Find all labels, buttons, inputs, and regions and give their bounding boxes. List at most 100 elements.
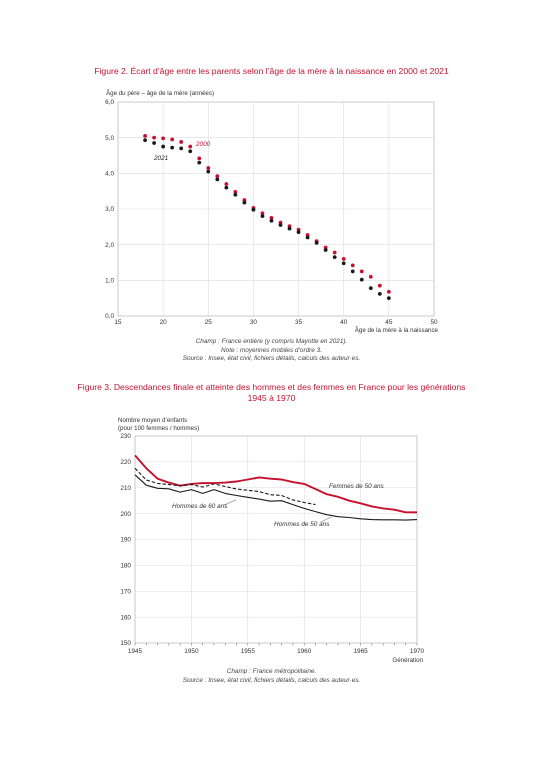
point-2021 bbox=[251, 207, 256, 212]
x-axis-label: Génération bbox=[392, 657, 423, 664]
figure3-title: Figure 3. Descendances finale et atteint… bbox=[0, 382, 543, 404]
point-2000 bbox=[350, 263, 355, 268]
point-2000 bbox=[170, 137, 175, 142]
point-2021 bbox=[170, 145, 175, 150]
y-axis-label: Âge du père – âge de la mère (années) bbox=[106, 90, 214, 97]
point-2021 bbox=[287, 226, 292, 231]
y-tick-label: 200 bbox=[120, 511, 131, 518]
y-tick-label: 6,0 bbox=[105, 99, 114, 106]
point-2021 bbox=[269, 218, 274, 223]
point-2021 bbox=[143, 138, 147, 143]
point-2000 bbox=[269, 216, 274, 220]
point-2000 bbox=[377, 283, 382, 288]
point-2021 bbox=[341, 261, 346, 266]
point-2000 bbox=[215, 174, 220, 179]
figure2-notes: Champ : France entière (y compris Mayott… bbox=[0, 338, 543, 364]
point-2021 bbox=[179, 146, 184, 151]
y-tick-label: 1,0 bbox=[105, 278, 114, 285]
point-2021 bbox=[278, 223, 283, 227]
y-tick-label: 0,0 bbox=[105, 313, 114, 320]
point-2021 bbox=[386, 296, 391, 301]
x-tick-label: 1965 bbox=[353, 648, 368, 655]
x-axis-label: Âge de la mère à la naissance bbox=[355, 327, 439, 334]
line-hommes-de-60-ans bbox=[134, 467, 316, 506]
x-tick-label: 1945 bbox=[128, 648, 143, 655]
point-2021 bbox=[206, 169, 211, 174]
leader-hommes-50 bbox=[320, 516, 332, 523]
point-2000 bbox=[206, 166, 211, 170]
point-2021 bbox=[260, 214, 265, 219]
x-tick-label: 50 bbox=[430, 319, 438, 326]
point-2021 bbox=[377, 291, 382, 296]
y-tick-label: 180 bbox=[120, 563, 131, 570]
plot-frame bbox=[117, 101, 435, 317]
figure2-note-scope: Champ : France entière (y compris Mayott… bbox=[195, 338, 348, 345]
point-2000 bbox=[260, 211, 265, 216]
plot-frame bbox=[134, 435, 418, 644]
x-tick-label: 40 bbox=[340, 319, 348, 326]
point-2021 bbox=[305, 235, 310, 240]
point-2000 bbox=[368, 274, 373, 279]
point-2000 bbox=[224, 182, 229, 186]
point-2000 bbox=[179, 140, 184, 144]
point-2021 bbox=[332, 255, 337, 260]
y-tick-label: 230 bbox=[120, 433, 131, 440]
point-2000 bbox=[341, 257, 346, 261]
point-2000 bbox=[188, 144, 193, 149]
y-axis-label-unit: (pour 100 femmes / hommes) bbox=[118, 425, 199, 432]
series-label-2000: 2000 bbox=[195, 141, 211, 148]
y-tick-label: 190 bbox=[120, 537, 131, 544]
point-2021 bbox=[359, 277, 364, 282]
figure2-note-source: Source : Insee, état civil, fichiers dét… bbox=[182, 355, 361, 362]
point-2021 bbox=[350, 269, 355, 274]
figure2-title: Figure 2. Écart d’âge entre les parents … bbox=[94, 66, 449, 76]
x-tick-label: 1960 bbox=[297, 648, 312, 655]
y-tick-label: 5,0 bbox=[105, 135, 114, 142]
y-tick-label: 4,0 bbox=[105, 171, 114, 178]
point-2021 bbox=[188, 149, 193, 154]
x-tick-label: 15 bbox=[114, 319, 122, 326]
figure3-note-scope: Champ : France métropolitaine. bbox=[226, 668, 317, 675]
figure3-chart: Nombre moyen d’enfants(pour 100 femmes /… bbox=[118, 417, 425, 664]
point-2021 bbox=[233, 192, 238, 197]
y-tick-label: 3,0 bbox=[105, 206, 114, 213]
point-2000 bbox=[161, 136, 166, 141]
point-2000 bbox=[332, 250, 337, 255]
x-tick-label: 30 bbox=[250, 319, 258, 326]
y-tick-label: 210 bbox=[120, 485, 131, 492]
figure2-chart: Âge du père – âge de la mère (années) 0,0… bbox=[105, 90, 439, 334]
x-tick-label: 1955 bbox=[241, 648, 256, 655]
point-2021 bbox=[224, 185, 229, 190]
x-tick-label: 1970 bbox=[410, 648, 425, 655]
y-tick-label: 160 bbox=[120, 614, 131, 621]
point-2021 bbox=[314, 240, 319, 245]
point-2021 bbox=[296, 230, 301, 235]
x-tick-label: 20 bbox=[160, 319, 168, 326]
series-label-hommes-60: Hommes de 60 ans bbox=[172, 503, 228, 510]
point-2021 bbox=[323, 248, 328, 252]
point-2000 bbox=[143, 133, 147, 138]
figure3-note-source: Source : Insee, état civil, fichiers dét… bbox=[182, 676, 361, 684]
point-2000 bbox=[359, 269, 364, 274]
y-tick-label: 170 bbox=[120, 588, 131, 595]
x-tick-label: 1950 bbox=[184, 648, 199, 655]
x-tick-label: 25 bbox=[205, 319, 213, 326]
leader-hommes-60 bbox=[223, 499, 237, 506]
point-2021 bbox=[197, 160, 202, 165]
y-tick-label: 2,0 bbox=[105, 242, 114, 249]
figure3-notes: Champ : France métropolitaine. Source : … bbox=[0, 668, 543, 685]
series-label-femmes-50: Femmes de 50 ans bbox=[329, 483, 385, 490]
x-tick-label: 45 bbox=[385, 319, 393, 326]
y-axis-label: Nombre moyen d’enfants bbox=[118, 417, 187, 424]
figure3-title-line2: 1945 à 1970 bbox=[247, 393, 296, 403]
point-2021 bbox=[215, 177, 220, 182]
point-2000 bbox=[386, 289, 391, 294]
series-label-hommes-50: Hommes de 50 ans bbox=[274, 521, 330, 528]
point-2021 bbox=[152, 141, 157, 145]
point-2021 bbox=[242, 200, 247, 205]
series-label-2021: 2021 bbox=[153, 155, 169, 162]
point-2021 bbox=[368, 286, 373, 291]
figure3-title-line1: Figure 3. Descendances finale et atteint… bbox=[77, 382, 466, 392]
point-2000 bbox=[197, 156, 202, 161]
x-tick-label: 35 bbox=[295, 319, 303, 326]
